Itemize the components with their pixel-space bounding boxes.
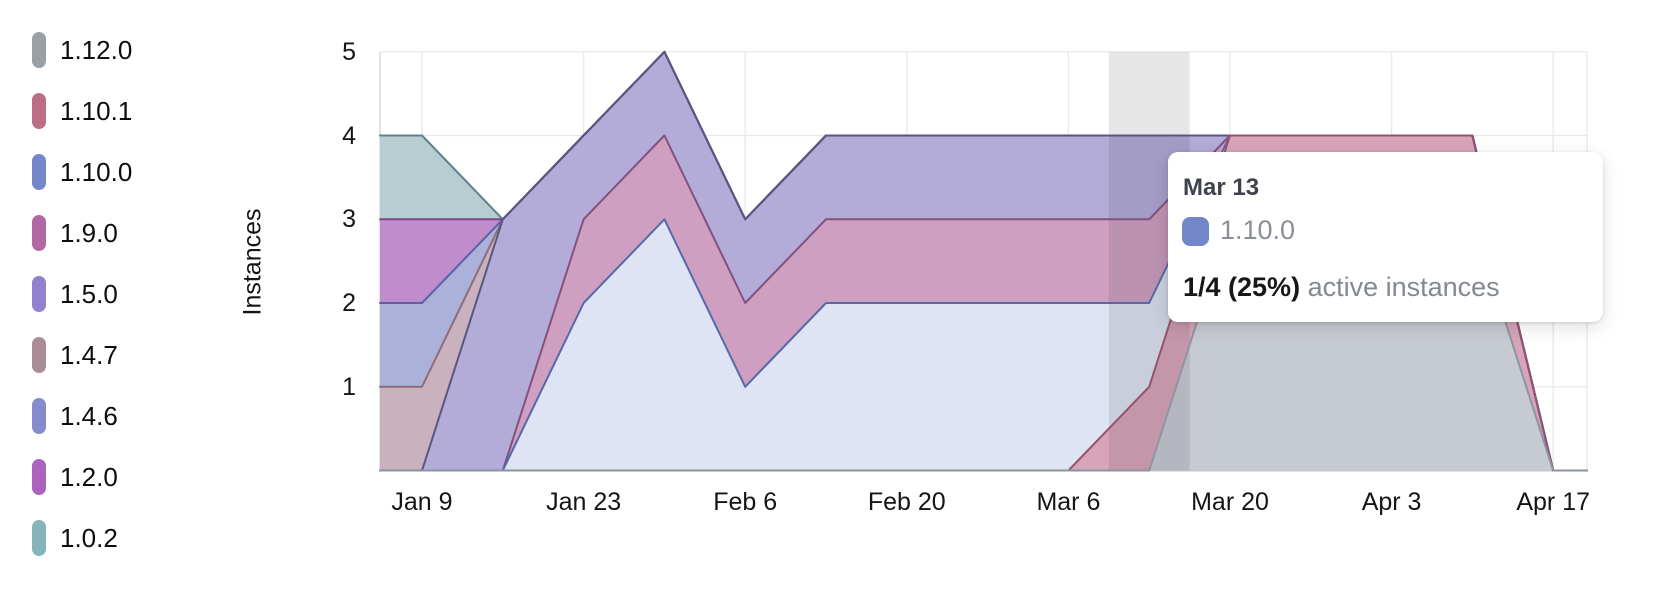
- x-tick-label: Mar 20: [1191, 488, 1269, 516]
- x-tick-label: Jan 9: [391, 488, 453, 516]
- legend-label: 1.9.0: [60, 217, 118, 248]
- legend-swatch: [32, 154, 46, 190]
- tooltip-series-name: 1.10.0: [1220, 215, 1296, 245]
- legend-swatch: [32, 398, 46, 434]
- legend-label: 1.4.7: [60, 339, 118, 370]
- legend-item-1.4.6[interactable]: 1.4.6: [32, 398, 118, 434]
- legend-item-1.2.0[interactable]: 1.2.0: [32, 459, 118, 495]
- legend-swatch: [32, 93, 46, 129]
- tooltip-value-row: 1/4 (25%) active instances: [1183, 272, 1500, 303]
- legend-item-1.10.0[interactable]: 1.10.0: [32, 154, 132, 190]
- legend-item-1.10.1[interactable]: 1.10.1: [32, 93, 132, 129]
- tooltip-note: active instances: [1307, 272, 1500, 302]
- legend-label: 1.12.0: [60, 34, 133, 65]
- area-1.5.0: [380, 51, 1587, 471]
- x-tick-label: Feb 6: [713, 488, 778, 516]
- y-tick-label: 3: [342, 205, 356, 234]
- y-tick-label: 5: [342, 37, 356, 66]
- tooltip: Mar 13 1.10.0 1/4 (25%) active instances: [1168, 152, 1603, 322]
- legend-swatch: [32, 337, 46, 373]
- legend-swatch: [32, 459, 46, 495]
- legend-label: 1.2.0: [60, 461, 118, 492]
- legend-item-1.4.7[interactable]: 1.4.7: [32, 337, 118, 373]
- legend-label: 1.0.2: [60, 522, 118, 553]
- y-tick-label: 4: [342, 121, 356, 150]
- legend-swatch: [32, 520, 46, 556]
- tooltip-series-swatch: [1182, 217, 1209, 246]
- tooltip-value: 1/4 (25%): [1183, 272, 1301, 302]
- legend-label: 1.10.1: [60, 95, 133, 126]
- y-tick-label: 2: [342, 289, 356, 317]
- y-tick-label: 1: [342, 372, 356, 401]
- legend-swatch: [32, 276, 46, 312]
- x-tick-label: Apr 3: [1361, 488, 1422, 516]
- x-tick-label: Feb 20: [867, 488, 946, 516]
- legend-swatch: [32, 215, 46, 251]
- x-tick-label: Mar 6: [1036, 488, 1101, 516]
- legend-item-1.5.0[interactable]: 1.5.0: [32, 276, 118, 312]
- legend-item-1.0.2[interactable]: 1.0.2: [32, 520, 118, 556]
- legend-label: 1.10.0: [60, 156, 133, 187]
- tooltip-date: Mar 13: [1183, 174, 1260, 201]
- legend-label: 1.4.6: [60, 400, 118, 431]
- legend-label: 1.5.0: [60, 278, 118, 309]
- legend-item-1.12.0[interactable]: 1.12.0: [32, 32, 132, 68]
- legend: 1.12.0 1.10.1 1.10.0 1.9.0 1.5.0 1.4.7 1.4.6 1.…: [0, 0, 200, 592]
- legend-swatch: [32, 32, 46, 68]
- legend-item-1.9.0[interactable]: 1.9.0: [32, 215, 118, 251]
- x-tick-label: Jan 23: [546, 488, 622, 516]
- x-tick-label: Apr 17: [1516, 488, 1591, 516]
